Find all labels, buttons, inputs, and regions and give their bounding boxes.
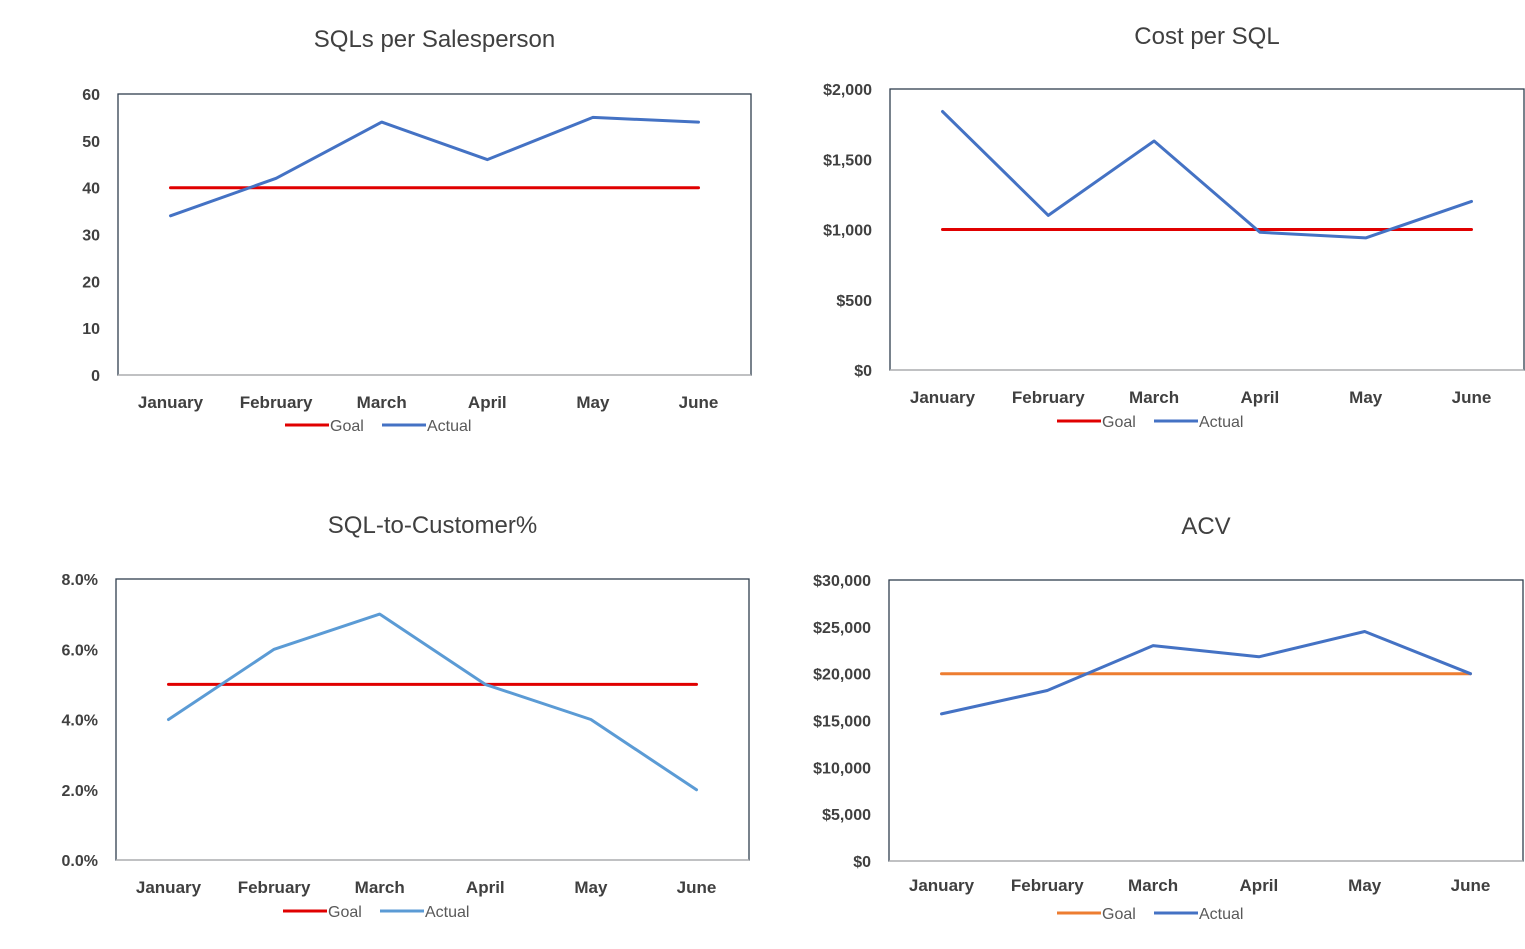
legend-label: Actual bbox=[1199, 906, 1243, 923]
x-tick-label: February bbox=[240, 393, 313, 412]
y-tick-label: 20 bbox=[82, 274, 100, 291]
chart-title: SQLs per Salesperson bbox=[314, 26, 555, 53]
y-tick-label: $20,000 bbox=[813, 667, 871, 684]
y-tick-label: $1,000 bbox=[823, 223, 872, 240]
y-tick-label: 30 bbox=[82, 228, 100, 245]
y-tick-label: 60 bbox=[82, 87, 100, 104]
x-tick-label: June bbox=[679, 393, 719, 412]
x-tick-label: March bbox=[355, 878, 405, 897]
plot-area-border bbox=[115, 578, 750, 861]
y-tick-label: $25,000 bbox=[813, 620, 871, 637]
y-tick-label: 0 bbox=[91, 368, 100, 385]
chart-sqls-per-salesperson: SQLs per Salesperson 0 10 20 30 40 50 60 January… bbox=[82, 26, 752, 435]
x-tick-label: April bbox=[1241, 388, 1280, 407]
x-tick-label: January bbox=[909, 876, 975, 895]
chart-title: Cost per SQL bbox=[1134, 23, 1279, 50]
legend-label: Goal bbox=[328, 904, 362, 921]
legend-label: Actual bbox=[427, 418, 471, 435]
chart-title: ACV bbox=[1181, 513, 1230, 540]
plot-area-border bbox=[117, 93, 752, 376]
y-tick-label: $500 bbox=[836, 293, 872, 310]
x-tick-label: May bbox=[574, 878, 608, 897]
y-tick-label: $2,000 bbox=[823, 82, 872, 99]
x-tick-label: June bbox=[1452, 388, 1492, 407]
x-tick-label: March bbox=[1128, 876, 1178, 895]
x-tick-label: June bbox=[1451, 876, 1491, 895]
x-tick-label: March bbox=[1129, 388, 1179, 407]
series-line-actual bbox=[169, 115, 700, 218]
y-tick-label: $15,000 bbox=[813, 714, 871, 731]
y-tick-label: 4.0% bbox=[62, 713, 98, 730]
chart-cost-per-sql: Cost per SQL $0 $500 $1,000 $1,500 $2,000 Janu… bbox=[823, 23, 1525, 431]
legend-label: Actual bbox=[425, 904, 469, 921]
legend-label: Actual bbox=[1199, 414, 1243, 431]
y-tick-label: 0.0% bbox=[62, 853, 98, 870]
x-tick-label: April bbox=[468, 393, 507, 412]
x-tick-label: January bbox=[138, 393, 204, 412]
y-tick-label: $30,000 bbox=[813, 573, 871, 590]
y-tick-label: 8.0% bbox=[62, 572, 98, 589]
x-tick-label: May bbox=[1349, 388, 1383, 407]
legend-label: Goal bbox=[330, 418, 364, 435]
series-line-actual bbox=[940, 630, 1472, 716]
x-tick-label: May bbox=[1348, 876, 1382, 895]
y-tick-label: 2.0% bbox=[62, 783, 98, 800]
series-line-actual bbox=[941, 110, 1473, 240]
series-line-actual bbox=[167, 612, 698, 792]
y-tick-label: 50 bbox=[82, 134, 100, 151]
x-tick-label: May bbox=[576, 393, 610, 412]
x-tick-label: February bbox=[238, 878, 311, 897]
legend-label: Goal bbox=[1102, 414, 1136, 431]
x-tick-label: March bbox=[357, 393, 407, 412]
plot-area-border bbox=[888, 579, 1524, 862]
y-tick-label: $5,000 bbox=[822, 807, 871, 824]
y-tick-label: 40 bbox=[82, 181, 100, 198]
y-tick-label: $0 bbox=[853, 854, 871, 871]
y-tick-label: $0 bbox=[854, 363, 872, 380]
x-tick-label: January bbox=[910, 388, 976, 407]
legend-label: Goal bbox=[1102, 906, 1136, 923]
y-tick-label: $10,000 bbox=[813, 760, 871, 777]
chart-sql-to-customer: SQL-to-Customer% 0.0% 2.0% 4.0% 6.0% 8.0% Janu… bbox=[62, 512, 750, 921]
x-tick-label: February bbox=[1012, 388, 1085, 407]
x-tick-label: June bbox=[677, 878, 717, 897]
y-tick-label: 6.0% bbox=[62, 642, 98, 659]
y-tick-label: 10 bbox=[82, 321, 100, 338]
x-tick-label: April bbox=[466, 878, 505, 897]
x-tick-label: January bbox=[136, 878, 202, 897]
chart-acv: ACV $0 $5,000 $10,000 $15,000 $20,000 $25,000 $… bbox=[813, 513, 1524, 923]
y-tick-label: $1,500 bbox=[823, 152, 872, 169]
x-tick-label: February bbox=[1011, 876, 1084, 895]
x-tick-label: April bbox=[1240, 876, 1279, 895]
chart-title: SQL-to-Customer% bbox=[328, 512, 537, 539]
